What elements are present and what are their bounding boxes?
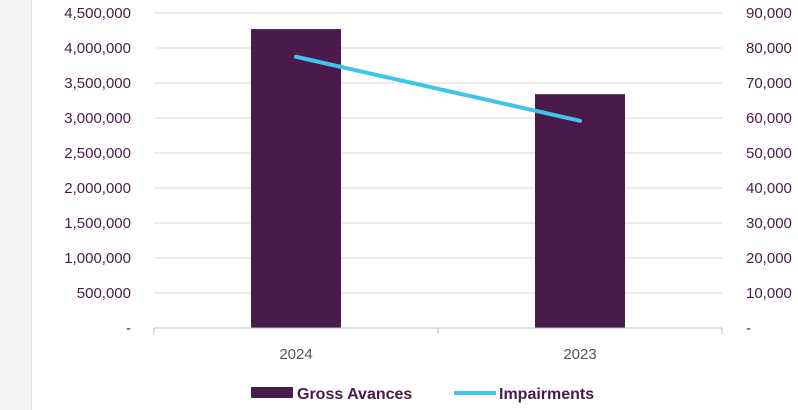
combo-chart: 4,500,000 4,000,000 3,500,000 3,000,000 2,50… [64, 5, 792, 403]
left-axis-tick-label: 4,000,000 [64, 40, 131, 57]
right-axis-tick-label: - [746, 320, 751, 337]
legend-label-gross-avances: Gross Avances [297, 386, 412, 403]
line-impairments [294, 54, 582, 123]
gridlines [154, 12, 722, 329]
right-axis-tick-label: 30,000 [746, 215, 792, 232]
left-axis-tick-label: 4,500,000 [64, 5, 131, 22]
left-axis-ticks: 4,500,000 4,000,000 3,500,000 3,000,000 2,50… [64, 5, 131, 337]
right-axis-tick-label: 10,000 [746, 285, 792, 302]
x-axis-tick-label: 2024 [279, 346, 312, 363]
right-axis-tick-label: 40,000 [746, 180, 792, 197]
right-axis-tick-label: 80,000 [746, 40, 792, 57]
left-axis-tick-label: 1,000,000 [64, 250, 131, 267]
chart-card: 4,500,000 4,000,000 3,500,000 3,000,000 2,50… [31, 0, 798, 410]
right-axis-ticks: 90,000 80,000 70,000 60,000 50,000 40,000 30,0… [746, 5, 792, 337]
left-axis-tick-label: 3,000,000 [64, 110, 131, 127]
legend-swatch-gross-avances [251, 387, 293, 398]
right-axis-tick-label: 50,000 [746, 145, 792, 162]
right-axis-tick-label: 70,000 [746, 75, 792, 92]
left-axis-tick-label: 500,000 [77, 285, 131, 302]
left-axis-tick-label: 3,500,000 [64, 75, 131, 92]
left-axis-tick-label: 1,500,000 [64, 215, 131, 232]
legend: Gross Avances Impairments [251, 386, 594, 403]
legend-label-impairments: Impairments [499, 386, 594, 403]
line-series [294, 54, 582, 123]
right-axis-tick-label: 60,000 [746, 110, 792, 127]
x-axis-tick-label: 2023 [563, 346, 596, 363]
left-axis-tick-label: 2,500,000 [64, 145, 131, 162]
x-axis: 2024 2023 [153, 327, 723, 363]
bar-gross-avances [251, 29, 341, 328]
right-axis-tick-label: 90,000 [746, 5, 792, 22]
bar-series [251, 29, 625, 328]
left-axis-tick-label: 2,000,000 [64, 180, 131, 197]
right-axis-tick-label: 20,000 [746, 250, 792, 267]
left-axis-tick-label: - [126, 320, 131, 337]
bar-gross-avances [535, 94, 625, 328]
